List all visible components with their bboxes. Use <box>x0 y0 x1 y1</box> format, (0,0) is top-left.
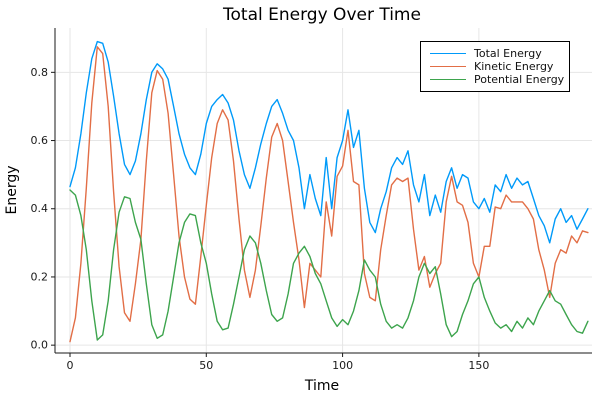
total-energy-line-swatch <box>430 53 466 54</box>
legend-label-total: Total Energy <box>474 47 542 60</box>
y-tick-label: 0.2 <box>31 270 49 283</box>
tick-labels: 0 50 100 150 0.0 0.2 0.4 0.6 0.8 <box>31 66 490 372</box>
legend: Total Energy Kinetic Energy Potential En… <box>420 41 570 92</box>
chart-title: Total Energy Over Time <box>222 5 421 25</box>
x-tick-label: 50 <box>199 359 213 372</box>
x-tick-label: 0 <box>66 359 73 372</box>
y-axis-label: Energy <box>4 165 20 214</box>
series-line-potential-energy <box>69 189 589 341</box>
potential-energy-line-swatch <box>430 79 466 80</box>
series-line-total-energy <box>69 40 589 244</box>
x-axis-label: Time <box>304 378 339 394</box>
y-tick-label: 0.0 <box>31 339 49 352</box>
legend-entry-potential: Potential Energy <box>430 73 565 86</box>
y-tick-label: 0.6 <box>31 134 49 147</box>
series-line-kinetic-energy <box>69 46 589 343</box>
y-tick-label: 0.4 <box>31 202 49 215</box>
legend-label-potential: Potential Energy <box>474 73 565 86</box>
series-lines <box>69 40 589 343</box>
x-tick-label: 100 <box>332 359 353 372</box>
legend-entry-total: Total Energy <box>430 47 563 60</box>
y-tick-label: 0.8 <box>31 66 49 79</box>
legend-entry-kinetic: Kinetic Energy <box>430 60 563 73</box>
axes <box>51 28 592 357</box>
kinetic-energy-line-swatch <box>430 66 466 67</box>
legend-label-kinetic: Kinetic Energy <box>474 60 554 73</box>
x-tick-label: 150 <box>468 359 489 372</box>
